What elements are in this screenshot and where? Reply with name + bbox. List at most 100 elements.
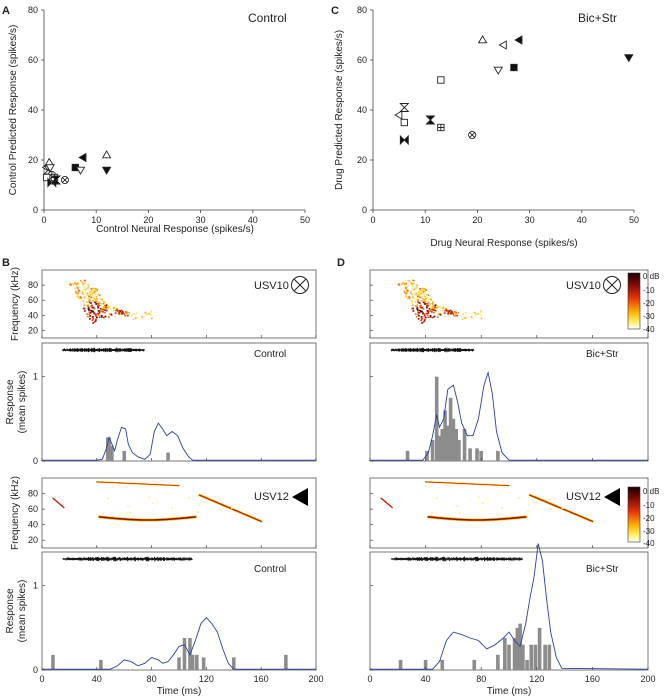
- spectrogram-pixel: [424, 303, 427, 305]
- spectrogram-pixel: [400, 283, 403, 285]
- y-tick-label: 80: [28, 280, 38, 290]
- spectrogram-pixel: [403, 283, 406, 285]
- spectrogram-pixel: [411, 285, 414, 287]
- spectrogram-pixel: [118, 311, 121, 314]
- spectrogram-pixel: [449, 312, 451, 315]
- spectrogram-pixel: [433, 303, 435, 305]
- spectrogram-pixel: [415, 305, 418, 307]
- spectrogram-pixel: [97, 306, 100, 309]
- spectrogram-pixel: [425, 289, 427, 291]
- psth-bar: [454, 428, 458, 461]
- spectrogram-pixel: [86, 313, 89, 315]
- spectrogram-pixel: [90, 302, 92, 304]
- spectrogram-pixel: [410, 281, 413, 284]
- spectrogram-pixel: [111, 307, 114, 309]
- spectrogram-pixel: [91, 316, 94, 319]
- resp-label-1: Response: [5, 379, 16, 424]
- spectrogram-pixel: [127, 312, 130, 315]
- x-tick-label: 80: [147, 674, 157, 684]
- spectrogram-pixel: [85, 301, 88, 303]
- spectrogram-pixel: [433, 315, 436, 318]
- spectrogram-pixel: [103, 311, 106, 314]
- spectrogram-pixel: [412, 310, 415, 312]
- spectrogram-pixel: [94, 291, 97, 294]
- spectrogram-pixel: [81, 281, 84, 284]
- psth-bar: [537, 627, 542, 670]
- response-curve: [42, 422, 316, 461]
- spectrogram-pixel: [428, 309, 431, 312]
- psth-bar: [503, 637, 507, 670]
- spectrogram-pixel: [93, 290, 96, 293]
- spectrogram-pixel: [417, 292, 419, 295]
- scatter-c-ylabel: Drug Predicted Response (spikes/s): [334, 30, 345, 190]
- spectrogram-pixel: [421, 310, 423, 313]
- response-b-usv10: Control Response (mean spikes) 0 1: [5, 342, 317, 466]
- stimulus-waveform: [390, 347, 475, 353]
- panel-letter-c: C: [331, 5, 339, 17]
- y-tick-label: 20: [28, 535, 38, 545]
- spectrogram-pixel: [88, 313, 91, 316]
- spectrogram-pixel: [76, 287, 79, 289]
- psth-bar: [430, 439, 435, 461]
- spectrogram-d-usv10: USV10: [369, 269, 649, 339]
- x-tick-label: 50: [629, 215, 639, 225]
- spectrogram-pixel: [97, 310, 100, 312]
- spectrogram-pixel: [445, 307, 448, 310]
- spectrogram-pixel: [88, 300, 91, 303]
- spectrogram-pixel: [422, 298, 425, 301]
- spectrogram-pixel: [124, 314, 127, 317]
- spectrogram-pixel: [92, 322, 95, 324]
- spectrogram-pixel: [125, 310, 128, 313]
- filled-triangle-left-icon: [292, 488, 308, 506]
- spectrogram-pixel: [427, 316, 430, 319]
- spectrogram-pixel: [102, 512, 104, 515]
- spectrogram-pixel: [451, 311, 454, 314]
- spectrogram-pixel: [412, 282, 415, 284]
- spectrogram-pixel: [475, 313, 477, 315]
- spectrogram-pixel: [100, 306, 103, 308]
- resp-label-1: Response: [5, 588, 16, 633]
- spectrogram-pixel: [82, 302, 85, 304]
- spectrogram-pixel: [438, 306, 441, 308]
- spectrogram-pixel: [136, 312, 138, 314]
- spectrogram-pixel: [432, 307, 435, 310]
- spectrogram-pixel: [411, 288, 414, 291]
- colorbar-gradient: [627, 486, 641, 543]
- frame: [41, 269, 317, 339]
- spectrogram-pixel: [440, 307, 443, 309]
- spectrogram-pixel: [436, 316, 439, 318]
- scatter-point: [78, 152, 87, 163]
- spectrogram-pixel: [436, 304, 438, 307]
- spectrogram-pixel: [104, 315, 107, 318]
- spectrogram-pixel: [479, 312, 482, 314]
- psth-bar: [521, 644, 525, 670]
- spectrogram-pixel: [69, 283, 72, 286]
- spectrogram-pixel: [480, 310, 482, 312]
- psth-bar: [201, 657, 206, 670]
- spectrogram-pixel: [81, 290, 84, 292]
- spectrogram-pixel: [477, 313, 480, 315]
- spectrogram-pixel: [414, 313, 417, 315]
- spectrogram-pixel: [140, 499, 143, 502]
- frame: [41, 342, 317, 462]
- spectrogram-trace: [52, 497, 65, 509]
- spectrogram-pixel: [472, 316, 474, 319]
- scatter-a-title: Control: [248, 11, 287, 25]
- spectrogram-pixel: [87, 286, 90, 289]
- spectrogram-pixel: [92, 296, 94, 298]
- response-curve: [42, 617, 316, 670]
- spectrogram-pixel: [418, 309, 420, 312]
- x-tick-label: 0: [367, 674, 372, 684]
- spectrogram-pixel: [123, 313, 126, 315]
- spectrogram-pixel: [93, 313, 96, 316]
- x-tick-label: 20: [143, 215, 153, 225]
- y-tick-label: 80: [28, 5, 38, 15]
- spectrogram-pixel: [420, 292, 423, 294]
- spectrogram-pixel: [144, 311, 147, 314]
- scatter-point: [62, 177, 68, 183]
- spectrogram-pixel: [90, 291, 93, 294]
- circle-x-icon: [605, 278, 619, 292]
- spectrogram-pixel: [420, 310, 422, 313]
- spectrogram-pixel: [416, 307, 419, 309]
